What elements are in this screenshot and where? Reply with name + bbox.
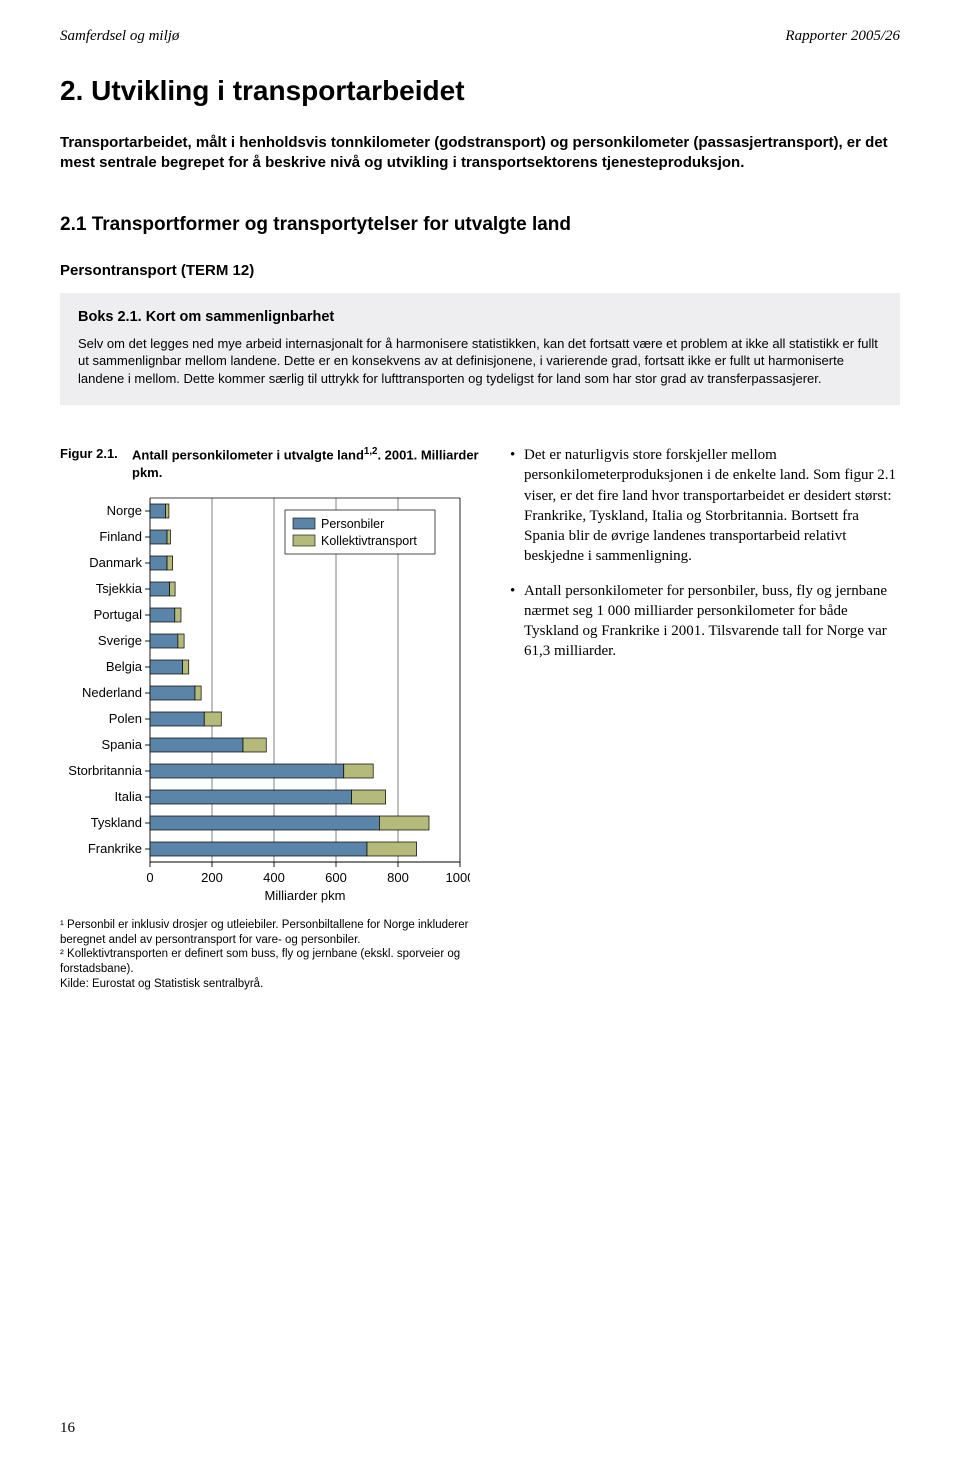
svg-text:Milliarder pkm: Milliarder pkm (265, 888, 346, 903)
svg-text:Kollektivtransport: Kollektivtransport (321, 534, 417, 548)
svg-text:200: 200 (201, 870, 223, 885)
svg-text:Norge: Norge (107, 503, 142, 518)
svg-text:Danmark: Danmark (89, 555, 142, 570)
svg-text:Tsjekkia: Tsjekkia (96, 581, 143, 596)
intro-paragraph: Transportarbeidet, målt i henholdsvis to… (60, 133, 900, 174)
figure-caption-text: Antall personkilometer i utvalgte land1,… (132, 445, 480, 481)
svg-text:1000: 1000 (446, 870, 470, 885)
info-box: Boks 2.1. Kort om sammenlignbarhet Selv … (60, 293, 900, 406)
figure-caption: Figur 2.1. Antall personkilometer i utva… (60, 445, 480, 481)
box-title: Boks 2.1. Kort om sammenlignbarhet (78, 309, 882, 325)
bullet-item: • Det er naturligvis store forskjeller m… (510, 445, 900, 567)
svg-text:Storbritannia: Storbritannia (68, 763, 142, 778)
svg-text:Spania: Spania (102, 737, 143, 752)
svg-text:400: 400 (263, 870, 285, 885)
figure-source: Kilde: Eurostat og Statistisk sentralbyr… (60, 977, 480, 992)
footnote-2: ² Kollektivtransporten er definert som b… (60, 947, 480, 977)
svg-text:Frankrike: Frankrike (88, 841, 142, 856)
page-number: 16 (60, 1420, 75, 1437)
svg-text:Personbiler: Personbiler (321, 517, 384, 531)
figure-prefix: Figur 2.1. (60, 445, 132, 481)
svg-text:Belgia: Belgia (106, 659, 143, 674)
header-left: Samferdsel og miljø (60, 28, 179, 45)
page-header: Samferdsel og miljø Rapporter 2005/26 (60, 28, 900, 45)
bullet-text: Antall personkilometer for personbiler, … (524, 581, 900, 662)
svg-text:800: 800 (387, 870, 409, 885)
chapter-title: 2. Utvikling i transportarbeidet (60, 75, 900, 107)
left-column: Figur 2.1. Antall personkilometer i utva… (60, 445, 480, 992)
svg-text:Sverige: Sverige (98, 633, 142, 648)
bullet-mark: • (510, 445, 524, 567)
svg-text:600: 600 (325, 870, 347, 885)
right-column: • Det er naturligvis store forskjeller m… (510, 445, 900, 992)
bullet-text: Det er naturligvis store forskjeller mel… (524, 445, 900, 567)
bullet-list: • Det er naturligvis store forskjeller m… (510, 445, 900, 662)
bullet-item: • Antall personkilometer for personbiler… (510, 581, 900, 662)
svg-text:Nederland: Nederland (82, 685, 142, 700)
header-right: Rapporter 2005/26 (785, 28, 900, 45)
box-body: Selv om det legges ned mye arbeid intern… (78, 335, 882, 388)
svg-text:Tyskland: Tyskland (91, 815, 142, 830)
svg-text:Polen: Polen (109, 711, 142, 726)
bar-chart: 0 200 400 600 800 1000 Norge Finland Danmark Tsje… (60, 492, 470, 914)
subsection-title: Persontransport (TERM 12) (60, 262, 900, 279)
section-title: 2.1 Transportformer og transportytelser … (60, 214, 900, 236)
svg-text:Italia: Italia (115, 789, 143, 804)
figure-footnotes: ¹ Personbil er inklusiv drosjer og utlei… (60, 918, 480, 993)
bullet-mark: • (510, 581, 524, 662)
svg-text:0: 0 (146, 870, 153, 885)
svg-text:Finland: Finland (99, 529, 142, 544)
svg-text:Portugal: Portugal (94, 607, 143, 622)
footnote-1: ¹ Personbil er inklusiv drosjer og utlei… (60, 918, 480, 948)
